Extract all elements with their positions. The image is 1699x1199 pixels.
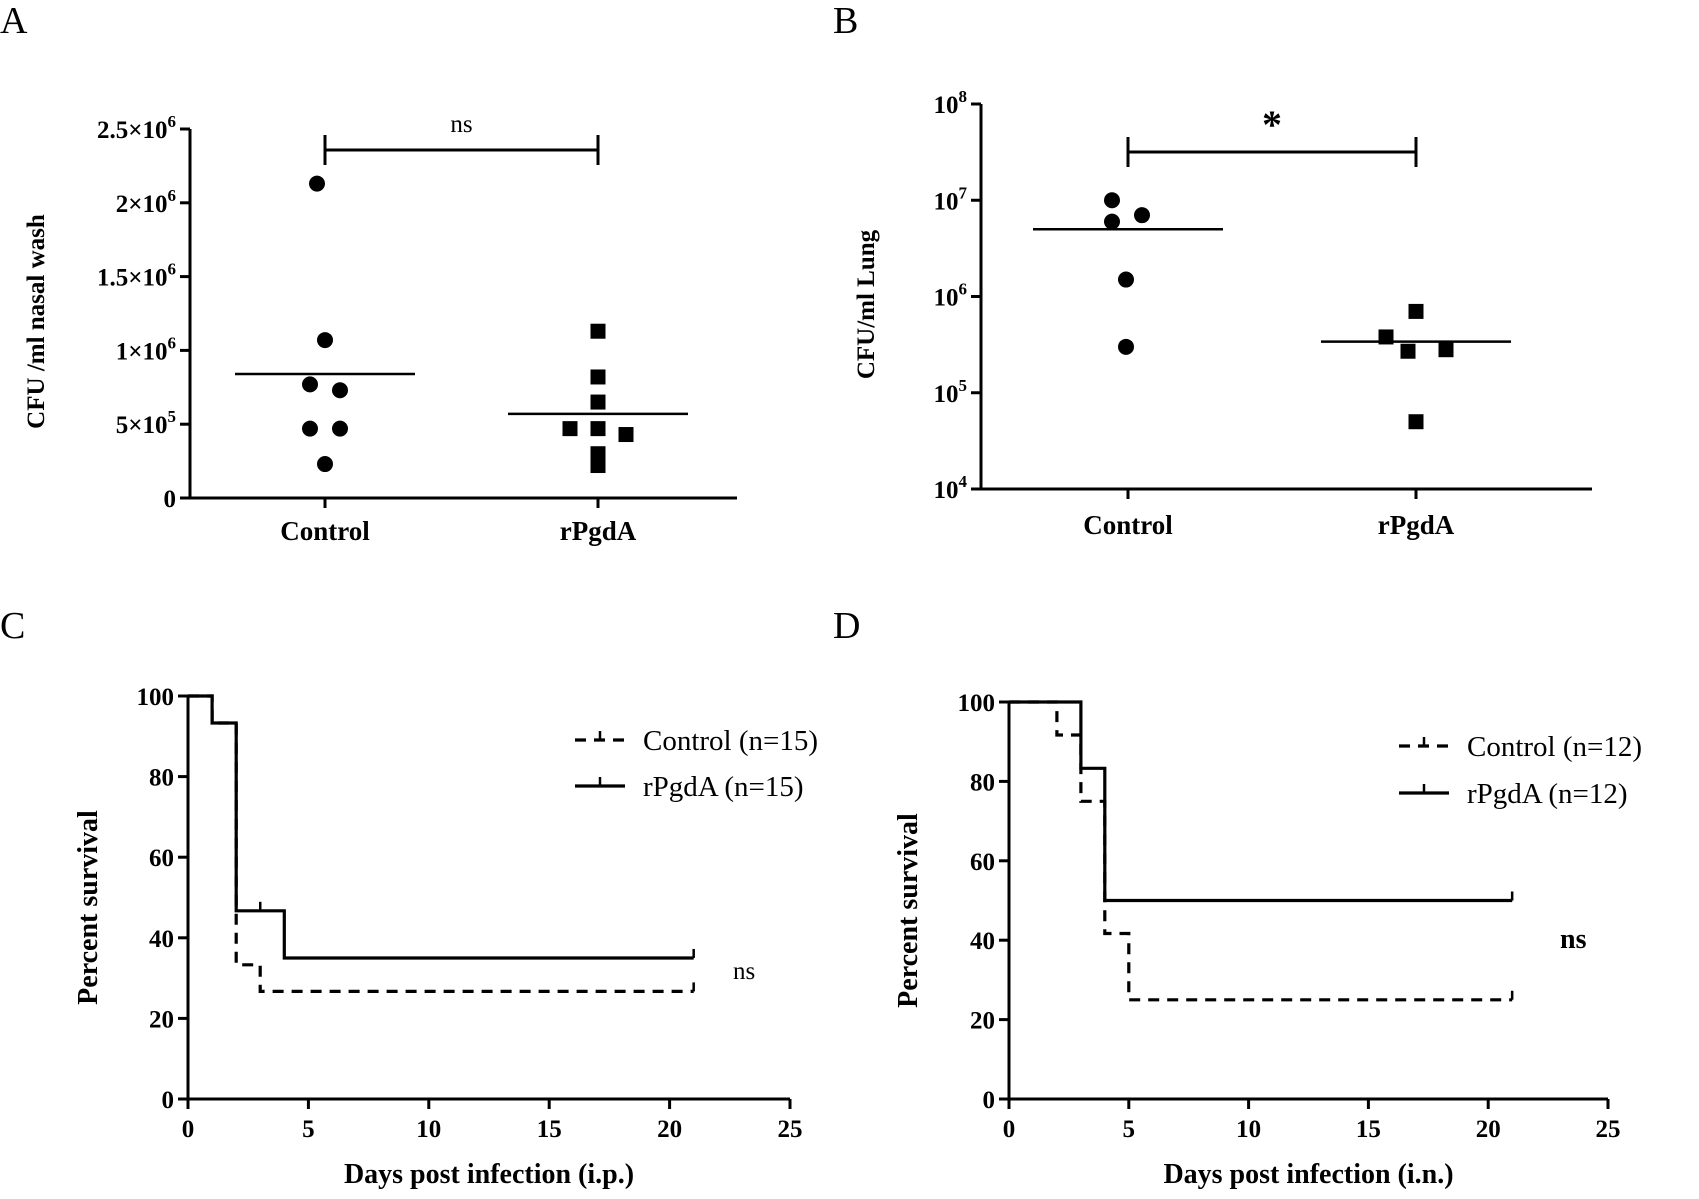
- data-point-circle: [302, 376, 318, 393]
- y-tick-label: 105: [934, 376, 968, 408]
- data-point-square: [618, 427, 634, 443]
- legend-label: rPgdA (n=15): [643, 771, 804, 803]
- x-tick-label: 20: [657, 1116, 682, 1143]
- y-tick-label: 1.5×106: [97, 260, 176, 292]
- panel-letter-d: D: [833, 605, 860, 647]
- data-point-circle: [1104, 213, 1120, 230]
- data-point-circle: [1104, 192, 1120, 209]
- data-point-circle: [1118, 271, 1134, 288]
- legend-label: Control (n=15): [643, 725, 818, 757]
- y-tick-label: 2.5×106: [97, 112, 176, 144]
- x-tick-label: 10: [416, 1116, 441, 1143]
- survival-curve-rpgda: [1009, 700, 1513, 903]
- data-point-square: [590, 446, 606, 462]
- data-point-square: [1408, 303, 1424, 319]
- data-point-square: [590, 323, 606, 339]
- panel-letter-a: A: [0, 0, 28, 42]
- panel-letter-c: C: [0, 605, 25, 647]
- x-tick-label: 20: [1476, 1116, 1501, 1143]
- data-point-square: [1400, 343, 1416, 359]
- significance-label: *: [1262, 102, 1282, 147]
- y-axis-label: Percent survival: [893, 813, 924, 1008]
- x-tick-label: rPgdA: [560, 516, 637, 546]
- data-point-square: [590, 458, 606, 474]
- x-tick-label: 0: [1003, 1116, 1016, 1143]
- data-point-square: [562, 421, 578, 437]
- data-point-square: [1438, 342, 1454, 358]
- y-tick-label: 0: [983, 1087, 996, 1114]
- y-tick-label: 40: [149, 926, 174, 953]
- y-axis-label: Percent survival: [73, 810, 104, 1005]
- data-point-circle: [332, 382, 348, 399]
- x-tick-label: 5: [302, 1116, 315, 1143]
- y-axis-label: CFU/ml Lung: [853, 229, 880, 379]
- x-tick-label: rPgdA: [1378, 510, 1455, 540]
- y-tick-label: 100: [137, 684, 175, 711]
- x-tick-label: 5: [1123, 1116, 1136, 1143]
- y-tick-label: 80: [970, 769, 995, 796]
- y-axis-label: CFU /ml nasal wash: [23, 214, 50, 429]
- y-tick-label: 1×106: [116, 333, 176, 365]
- x-tick-label: Control: [280, 516, 370, 546]
- significance-label: ns: [733, 958, 755, 985]
- x-tick-label: 15: [537, 1116, 562, 1143]
- y-tick-label: 0: [164, 486, 177, 513]
- legend-label: rPgdA (n=12): [1467, 778, 1628, 810]
- x-axis-label: Days post infection (i.p.): [344, 1159, 634, 1190]
- x-tick-label: 0: [182, 1116, 195, 1143]
- x-axis-label: Days post infection (i.n.): [1163, 1159, 1453, 1190]
- significance-label: ns: [450, 111, 472, 138]
- legend-label: Control (n=12): [1467, 731, 1642, 763]
- panel-d: D 0 20 40 60 80 100 0 5 10 15 20 25 Days post infecti…: [833, 605, 1642, 1190]
- y-tick-label: 100: [958, 690, 996, 717]
- y-tick-label: 104: [934, 472, 968, 504]
- significance-label: ns: [1560, 924, 1587, 955]
- y-tick-label: 80: [149, 765, 174, 792]
- y-tick-label: 2×106: [116, 186, 176, 218]
- y-tick-label: 5×105: [116, 407, 176, 439]
- data-point-circle: [302, 420, 318, 437]
- panel-c: C 0 20 40 60 80 100 0 5 10 15 20 25 Days post infecti…: [0, 605, 818, 1190]
- y-tick-label: 60: [149, 845, 174, 872]
- x-tick-label: Control: [1083, 510, 1173, 540]
- x-tick-label: 15: [1356, 1116, 1381, 1143]
- data-point-square: [590, 369, 606, 385]
- y-tick-label: 20: [149, 1006, 174, 1033]
- panel-a: A 0 5×105 1×106 1.5×106 2×106 2.5×106 Control rP…: [0, 0, 737, 546]
- survival-curve-control: [1009, 700, 1513, 1002]
- y-tick-label: 0: [162, 1087, 175, 1114]
- data-point-circle: [317, 332, 333, 349]
- y-tick-label: 106: [934, 280, 968, 312]
- data-point-square: [1408, 414, 1424, 430]
- x-tick-label: 10: [1236, 1116, 1261, 1143]
- y-tick-label: 60: [970, 849, 995, 876]
- y-tick-label: 40: [970, 928, 995, 955]
- data-point-circle: [309, 175, 325, 192]
- x-tick-label: 25: [778, 1116, 803, 1143]
- data-point-circle: [1118, 338, 1134, 355]
- data-point-circle: [317, 456, 333, 473]
- panel-letter-b: B: [833, 0, 858, 42]
- data-point-circle: [332, 420, 348, 437]
- survival-curve-rpgda: [188, 694, 694, 960]
- y-tick-label: 107: [934, 183, 968, 215]
- data-point-square: [590, 421, 606, 437]
- x-tick-label: 25: [1596, 1116, 1621, 1143]
- data-point-circle: [1134, 207, 1150, 224]
- panel-b: B 104 105 106 107 108 Control rPgdA CFU/ml Lung *: [833, 0, 1592, 540]
- y-tick-label: 108: [934, 87, 968, 119]
- data-point-square: [590, 394, 606, 410]
- y-tick-label: 20: [970, 1008, 995, 1035]
